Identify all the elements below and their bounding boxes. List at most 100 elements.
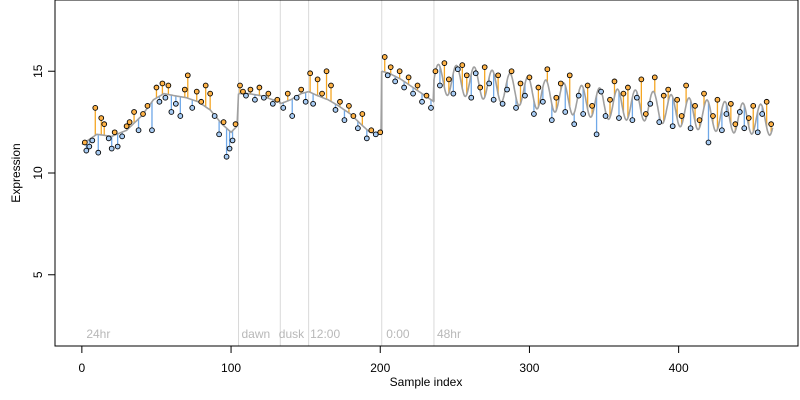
- data-point-143: [683, 82, 689, 89]
- data-point-87: [432, 68, 439, 75]
- data-point-105: [513, 105, 519, 111]
- data-point-114: [553, 94, 560, 101]
- data-point-63: [328, 82, 334, 89]
- data-point-49: [265, 90, 272, 97]
- data-point-152: [723, 111, 730, 117]
- data-point-39: [226, 145, 233, 152]
- x-tick-label-0: 0: [79, 361, 86, 375]
- data-point-97: [477, 84, 484, 91]
- data-point-22: [159, 80, 166, 87]
- data-point-74: [377, 129, 384, 136]
- data-point-14: [126, 119, 133, 125]
- data-point-112: [544, 66, 551, 73]
- data-point-135: [647, 100, 654, 107]
- data-point-31: [193, 88, 200, 95]
- data-point-25: [168, 109, 175, 115]
- plot-frame: [54, 0, 799, 347]
- data-point-91: [450, 90, 457, 97]
- data-point-67: [346, 102, 352, 109]
- data-point-95: [468, 94, 475, 101]
- data-point-98: [481, 64, 488, 71]
- x-tick-label-4: 400: [669, 361, 689, 375]
- x-axis: 0 100 200 300 400: [79, 346, 689, 375]
- data-point-53: [284, 90, 291, 97]
- data-point-132: [634, 94, 640, 101]
- data-point-80: [401, 84, 407, 91]
- data-point-106: [517, 80, 524, 87]
- y-axis: 5 10 15: [31, 64, 55, 278]
- phase-label-1: dawn: [241, 327, 270, 341]
- data-point-0: [81, 139, 88, 146]
- data-point-99: [486, 80, 493, 87]
- data-point-30: [189, 105, 196, 111]
- data-points: [81, 54, 774, 160]
- data-point-18: [144, 102, 151, 109]
- data-point-7: [101, 121, 108, 128]
- data-point-15: [131, 109, 137, 115]
- data-point-79: [396, 68, 403, 75]
- phase-label-3: 12:00: [310, 327, 340, 341]
- data-point-75: [381, 54, 388, 60]
- x-axis-label: Sample index: [390, 375, 463, 389]
- data-point-70: [359, 111, 366, 117]
- data-point-119: [575, 92, 582, 99]
- data-point-130: [625, 84, 631, 91]
- data-point-141: [674, 96, 681, 103]
- data-point-6: [98, 115, 105, 121]
- data-point-48: [261, 94, 267, 101]
- y-tick-label-1: 10: [31, 166, 45, 180]
- phase-label-5: 48hr: [437, 327, 461, 341]
- data-point-52: [280, 105, 287, 111]
- residual-stems: [85, 56, 772, 157]
- data-point-151: [719, 127, 725, 134]
- phase-label-2: dusk: [279, 327, 305, 341]
- data-point-32: [198, 98, 205, 105]
- data-point-89: [441, 60, 448, 66]
- data-point-78: [392, 78, 399, 85]
- data-point-137: [656, 119, 663, 125]
- data-point-8: [105, 135, 112, 142]
- data-point-90: [446, 76, 452, 83]
- data-point-136: [651, 74, 658, 81]
- data-point-4: [92, 105, 99, 111]
- data-point-113: [548, 117, 555, 123]
- data-point-126: [607, 96, 613, 103]
- data-point-117: [566, 72, 573, 79]
- data-point-145: [692, 102, 698, 109]
- data-point-157: [745, 115, 752, 121]
- data-point-69: [355, 125, 361, 132]
- data-point-27: [177, 113, 184, 119]
- data-point-36: [216, 131, 222, 138]
- data-point-17: [140, 111, 146, 117]
- data-point-76: [384, 72, 391, 79]
- data-point-158: [750, 102, 757, 109]
- data-point-162: [768, 121, 774, 128]
- data-point-107: [522, 92, 528, 99]
- data-point-86: [428, 105, 434, 111]
- data-point-42: [237, 82, 243, 89]
- data-point-148: [705, 139, 712, 146]
- data-point-82: [410, 90, 416, 97]
- data-point-93: [459, 62, 466, 68]
- data-point-41: [232, 121, 239, 128]
- data-point-13: [123, 123, 130, 130]
- data-point-10: [111, 129, 118, 136]
- data-point-88: [437, 82, 443, 89]
- data-point-40: [229, 137, 236, 144]
- data-point-34: [207, 90, 214, 97]
- data-point-160: [759, 111, 766, 117]
- data-point-115: [557, 80, 564, 87]
- data-point-109: [531, 111, 537, 117]
- data-point-161: [763, 98, 770, 105]
- data-point-68: [350, 113, 357, 119]
- data-point-129: [620, 90, 627, 97]
- data-point-127: [611, 78, 618, 85]
- data-point-120: [580, 111, 587, 117]
- data-point-44: [243, 92, 249, 99]
- data-point-124: [598, 88, 604, 95]
- x-tick-label-3: 300: [519, 361, 539, 375]
- data-point-43: [240, 88, 246, 95]
- data-point-121: [584, 82, 591, 89]
- phase-labels: 24hr dawn dusk 12:00 0:00 48hr: [86, 327, 461, 341]
